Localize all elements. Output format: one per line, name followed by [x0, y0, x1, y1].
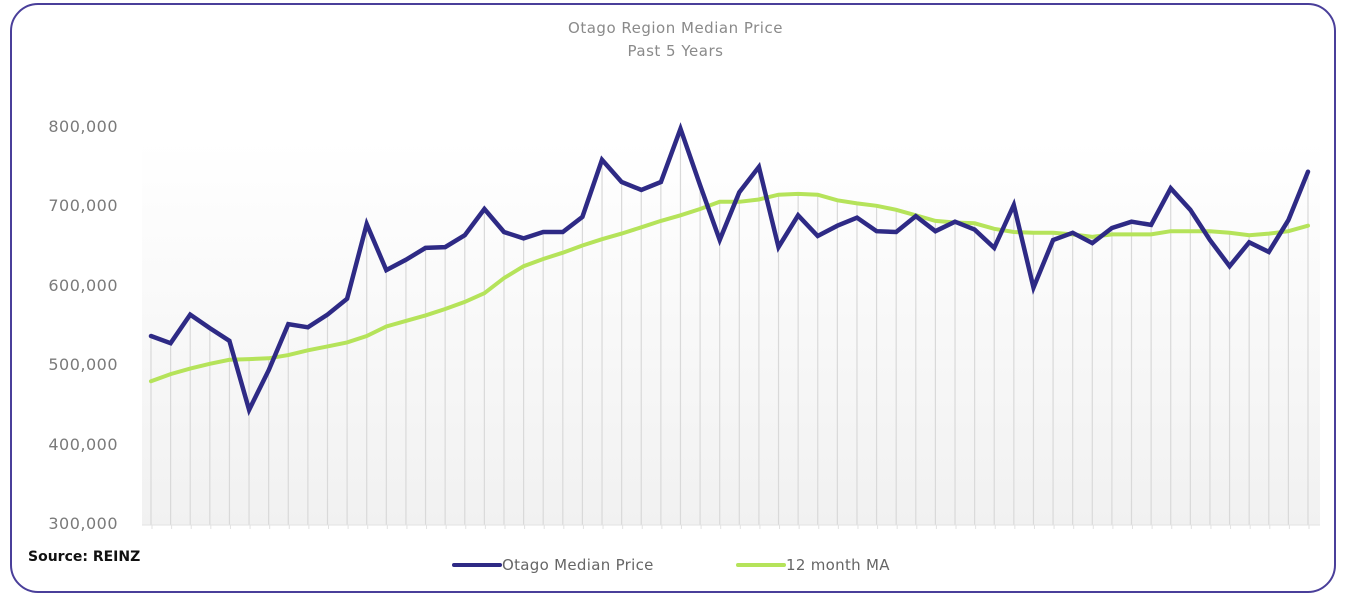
y-tick-label: 500,000 — [48, 355, 118, 374]
chart-title: Otago Region Median Price — [568, 19, 783, 37]
legend-label-ma: 12 month MA — [786, 556, 890, 574]
y-tick-label: 400,000 — [48, 435, 118, 454]
y-tick-label: 300,000 — [48, 514, 118, 533]
legend-swatch-median — [452, 563, 502, 567]
legend-label-median: Otago Median Price — [502, 556, 654, 574]
series-line-median-price — [148, 122, 1311, 417]
source-note: Source: REINZ — [28, 549, 141, 565]
series-line-12-month-ma — [149, 191, 1310, 384]
legend-item-ma: 12 month MA — [736, 554, 890, 576]
plot-background — [142, 140, 1320, 525]
y-tick-label: 700,000 — [48, 196, 118, 215]
legend-swatch-ma — [736, 563, 786, 567]
y-tick-label: 800,000 — [48, 117, 118, 136]
y-tick-label: 600,000 — [48, 276, 118, 295]
chart-subtitle: Past 5 Years — [627, 42, 724, 60]
legend-item-median: Otago Median Price — [452, 554, 654, 576]
